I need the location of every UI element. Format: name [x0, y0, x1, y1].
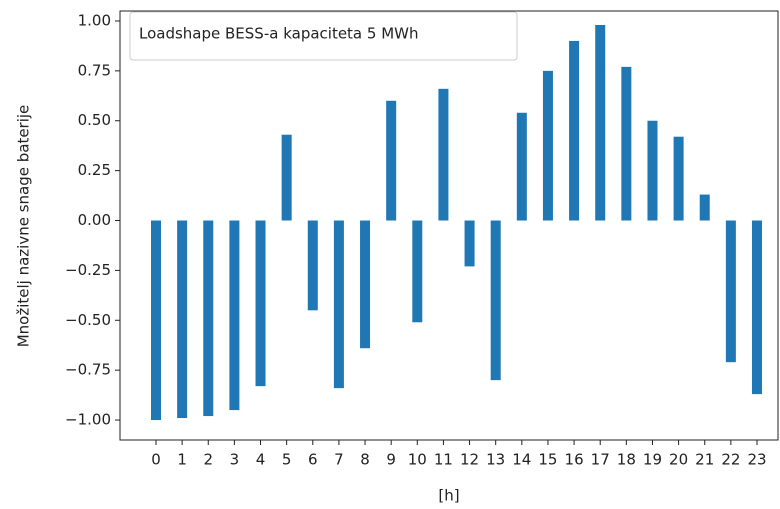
x-tick-label: 18	[617, 451, 636, 469]
x-tick-label: 5	[282, 451, 292, 469]
bar	[542, 70, 553, 221]
x-tick-label: 11	[434, 451, 453, 469]
x-tick-label: 1	[177, 451, 187, 469]
bar	[151, 220, 161, 421]
x-tick-label: 13	[486, 451, 505, 469]
x-tick-label: 7	[334, 451, 344, 469]
bar	[673, 136, 684, 221]
x-tick-label: 12	[460, 451, 479, 469]
bar	[281, 134, 292, 221]
y-tick-label: −0.25	[65, 261, 111, 279]
bar	[307, 220, 318, 311]
x-tick-label: 3	[230, 451, 240, 469]
y-tick-label: −0.50	[65, 311, 111, 329]
bar	[516, 112, 527, 221]
x-axis-label: [h]	[438, 487, 459, 505]
x-tick-label: 17	[591, 451, 610, 469]
bar	[412, 220, 423, 323]
y-tick-label: 0.00	[78, 211, 111, 229]
x-tick-label: 23	[747, 451, 766, 469]
x-tick-label: 9	[386, 451, 396, 469]
bar	[490, 220, 501, 381]
bar	[333, 220, 344, 389]
y-tick-label: 0.50	[78, 111, 111, 129]
bar	[464, 220, 475, 267]
x-tick-label: 20	[669, 451, 688, 469]
bar	[386, 100, 397, 221]
bar	[203, 220, 214, 417]
x-tick-label: 22	[721, 451, 740, 469]
y-tick-label: −0.75	[65, 361, 111, 379]
x-tick-label: 8	[360, 451, 370, 469]
legend-label: Loadshape BESS-a kapaciteta 5 MWh	[139, 25, 419, 43]
x-tick-label: 4	[256, 451, 266, 469]
x-tick-label: 2	[203, 451, 213, 469]
legend-box	[129, 11, 518, 61]
bar	[751, 220, 762, 395]
bar	[569, 40, 580, 221]
x-tick-label: 10	[408, 451, 427, 469]
axes-frame	[119, 10, 779, 441]
x-tick-label: 16	[565, 451, 584, 469]
bar	[595, 24, 606, 221]
bar	[438, 88, 449, 221]
bar	[699, 194, 710, 221]
y-axis-label: Množitelj nazivne snage baterije	[15, 105, 33, 348]
x-tick-label: 15	[538, 451, 557, 469]
bar	[255, 220, 266, 387]
x-tick-label: 0	[151, 451, 161, 469]
bar	[177, 220, 188, 419]
bar	[725, 220, 736, 363]
x-tick-label: 21	[695, 451, 714, 469]
x-tick-label: 19	[643, 451, 662, 469]
y-tick-label: 1.00	[78, 11, 111, 29]
x-tick-label: 14	[512, 451, 531, 469]
y-tick-label: 0.75	[78, 61, 111, 79]
bar	[229, 220, 240, 411]
bar	[360, 220, 371, 349]
x-tick-label: 6	[308, 451, 318, 469]
y-tick-label: −1.00	[65, 411, 111, 429]
bar	[647, 120, 658, 221]
y-tick-label: 0.25	[78, 161, 111, 179]
bar	[621, 66, 632, 221]
